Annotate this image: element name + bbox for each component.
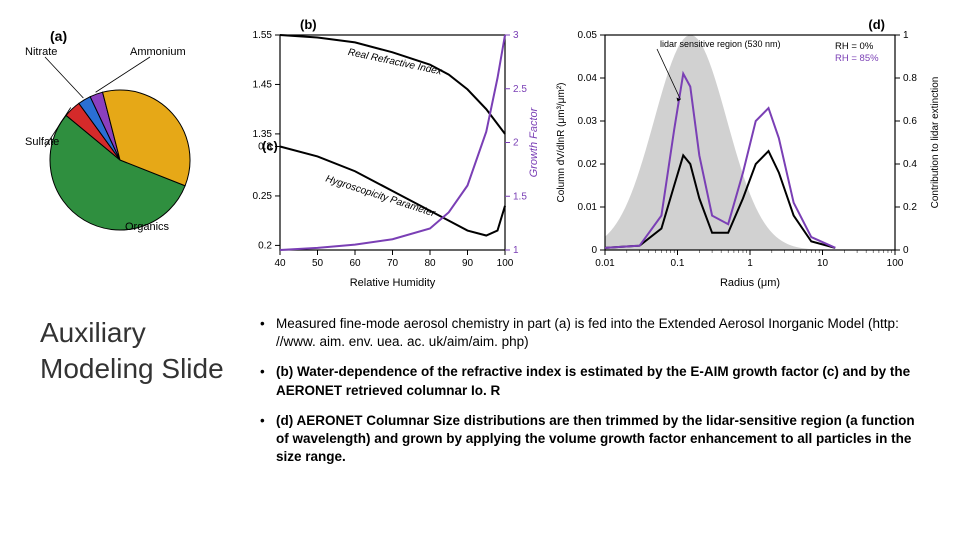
- pie-label-nitrate: Nitrate: [25, 46, 57, 58]
- panel-d: 0.010.1110100Radius (μm)00.010.020.030.0…: [550, 10, 950, 290]
- svg-text:Growth Factor: Growth Factor: [528, 106, 540, 177]
- panel-bc: 40 50 60 70 80 90 100 Relative Humidity 1.55 1.45…: [230, 10, 550, 290]
- svg-text:Radius (μm): Radius (μm): [720, 277, 780, 289]
- bullet-item: (d) AERONET Columnar Size distributions …: [260, 412, 920, 467]
- svg-text:2.5: 2.5: [513, 84, 527, 95]
- svg-text:2: 2: [513, 138, 519, 149]
- svg-text:Relative Humidity: Relative Humidity: [350, 277, 436, 289]
- svg-text:70: 70: [387, 258, 399, 269]
- panel-a-label: (a): [50, 28, 67, 44]
- bullet-list: Measured fine-mode aerosol chemistry in …: [260, 315, 920, 479]
- svg-text:1: 1: [513, 245, 519, 256]
- svg-text:lidar sensitive region (530 nm: lidar sensitive region (530 nm): [660, 39, 781, 49]
- svg-text:0.01: 0.01: [578, 202, 598, 213]
- svg-text:0.4: 0.4: [903, 159, 917, 170]
- pie-label-organics: Organics: [125, 221, 170, 233]
- svg-text:(c): (c): [262, 139, 278, 154]
- text-section: Auxiliary Modeling Slide Measured fine-m…: [0, 300, 960, 489]
- svg-text:Real Refractive Index: Real Refractive Index: [347, 47, 444, 78]
- svg-text:(d): (d): [868, 17, 885, 32]
- svg-text:0.03: 0.03: [578, 116, 598, 127]
- svg-text:0.02: 0.02: [578, 159, 598, 170]
- panel-a: (a) Organics Sulfate Nitrate Ammonium: [10, 10, 230, 290]
- slide-title: Auxiliary Modeling Slide: [40, 315, 230, 479]
- svg-text:0.6: 0.6: [903, 116, 917, 127]
- svg-text:1: 1: [747, 258, 753, 269]
- bullet-item: Measured fine-mode aerosol chemistry in …: [260, 315, 920, 351]
- svg-text:40: 40: [274, 258, 286, 269]
- svg-text:Column dV/dlnR (μm³/μm²): Column dV/dlnR (μm³/μm²): [556, 83, 567, 203]
- svg-text:RH = 85%: RH = 85%: [835, 53, 879, 64]
- svg-text:60: 60: [349, 258, 361, 269]
- pie-label-sulfate: Sulfate: [25, 136, 59, 148]
- svg-text:1.55: 1.55: [253, 30, 273, 41]
- svg-text:0.25: 0.25: [253, 191, 273, 202]
- svg-text:RH = 0%: RH = 0%: [835, 41, 874, 52]
- svg-text:10: 10: [817, 258, 829, 269]
- svg-text:80: 80: [424, 258, 436, 269]
- svg-text:90: 90: [462, 258, 474, 269]
- svg-text:100: 100: [497, 258, 514, 269]
- svg-text:Contribution to lidar extincti: Contribution to lidar extinction: [930, 77, 941, 209]
- svg-text:50: 50: [312, 258, 324, 269]
- svg-text:0.04: 0.04: [578, 73, 598, 84]
- svg-text:1: 1: [903, 30, 909, 41]
- svg-text:0.2: 0.2: [258, 240, 272, 251]
- svg-text:0.1: 0.1: [671, 258, 685, 269]
- svg-text:0.01: 0.01: [595, 258, 615, 269]
- bullet-item: (b) Water-dependence of the refractive i…: [260, 363, 920, 399]
- svg-text:0.2: 0.2: [903, 202, 917, 213]
- svg-text:3: 3: [513, 30, 519, 41]
- svg-text:(b): (b): [300, 17, 317, 32]
- size-distribution-chart: 0.010.1110100Radius (μm)00.010.020.030.0…: [550, 10, 950, 290]
- pie-chart: Organics Sulfate Nitrate Ammonium: [10, 10, 230, 290]
- svg-text:0: 0: [903, 245, 909, 256]
- svg-text:100: 100: [887, 258, 904, 269]
- pie-label-ammonium: Ammonium: [130, 46, 186, 58]
- svg-text:0.8: 0.8: [903, 73, 917, 84]
- svg-text:Hygroscopicity Parameter: Hygroscopicity Parameter: [324, 174, 437, 220]
- refractive-growth-chart: 40 50 60 70 80 90 100 Relative Humidity 1.55 1.45…: [230, 10, 550, 290]
- svg-text:1.5: 1.5: [513, 191, 527, 202]
- svg-text:0.05: 0.05: [578, 30, 598, 41]
- svg-text:1.45: 1.45: [253, 79, 273, 90]
- svg-text:0: 0: [591, 245, 597, 256]
